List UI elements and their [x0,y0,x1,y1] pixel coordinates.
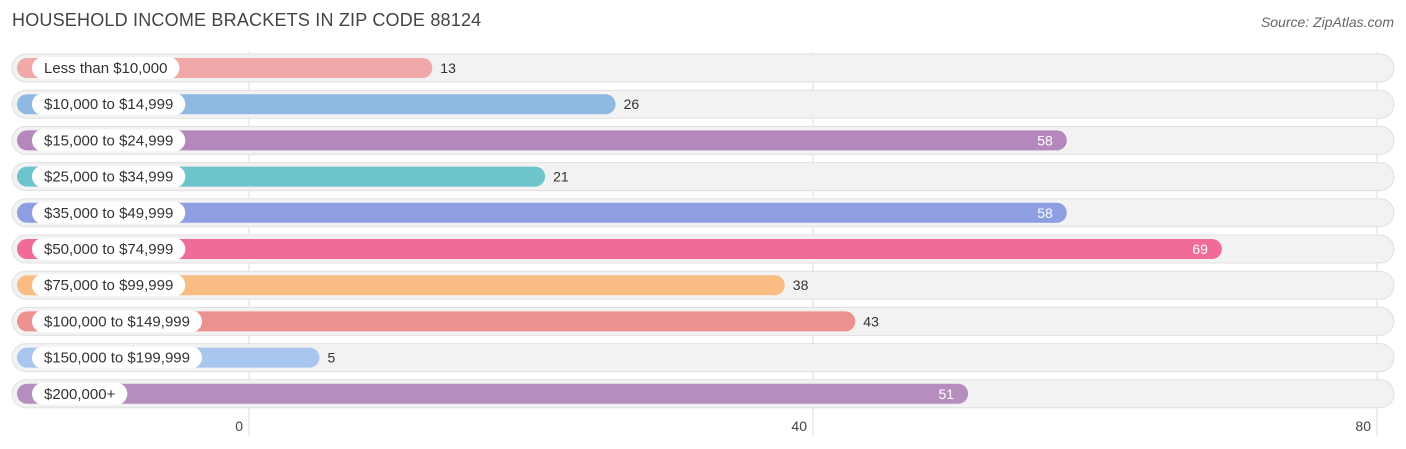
value-label: 21 [553,169,569,185]
value-label: 58 [1037,205,1053,221]
category-label: Less than $10,000 [44,60,167,77]
category-label-bg [32,93,186,116]
bar [17,383,969,404]
value-label: 43 [863,313,879,329]
category-label: $75,000 to $99,999 [44,277,173,294]
source-note: Source: ZipAtlas.com [1260,14,1394,30]
value-label: 26 [624,96,640,112]
bar [17,275,785,296]
x-tick-label: 0 [235,418,243,434]
bar [17,311,856,332]
value-label: 38 [793,277,809,293]
value-label: 5 [328,350,336,366]
category-label-bg [32,129,186,152]
bar [17,239,1222,259]
category-label-bg [32,382,128,405]
value-label: 58 [1037,132,1053,148]
category-label-bg [32,201,186,224]
value-label: 69 [1192,241,1208,257]
bar-track [11,343,1395,373]
category-label-bg [32,57,180,79]
x-tick-label: 40 [791,418,807,434]
value-label: 51 [939,386,955,402]
category-label-bg [32,165,186,188]
category-label: $150,000 to $199,999 [44,350,190,367]
category-label: $10,000 to $14,999 [44,96,173,113]
value-label: 13 [440,60,456,76]
category-label: $100,000 to $149,999 [44,313,190,330]
category-label: $15,000 to $24,999 [44,132,173,149]
category-label: $35,000 to $49,999 [44,205,173,222]
x-tick-label: 80 [1355,418,1371,434]
bar [17,130,1067,151]
category-label-bg [32,238,186,260]
category-label: $25,000 to $34,999 [44,169,173,186]
category-label-bg [32,274,186,297]
bar [17,202,1067,223]
category-label-bg [32,310,202,333]
category-label: $50,000 to $74,999 [44,241,173,258]
category-label-bg [32,346,202,369]
category-label: $200,000+ [44,386,116,403]
chart-title: HOUSEHOLD INCOME BRACKETS IN ZIP CODE 88… [12,10,482,30]
